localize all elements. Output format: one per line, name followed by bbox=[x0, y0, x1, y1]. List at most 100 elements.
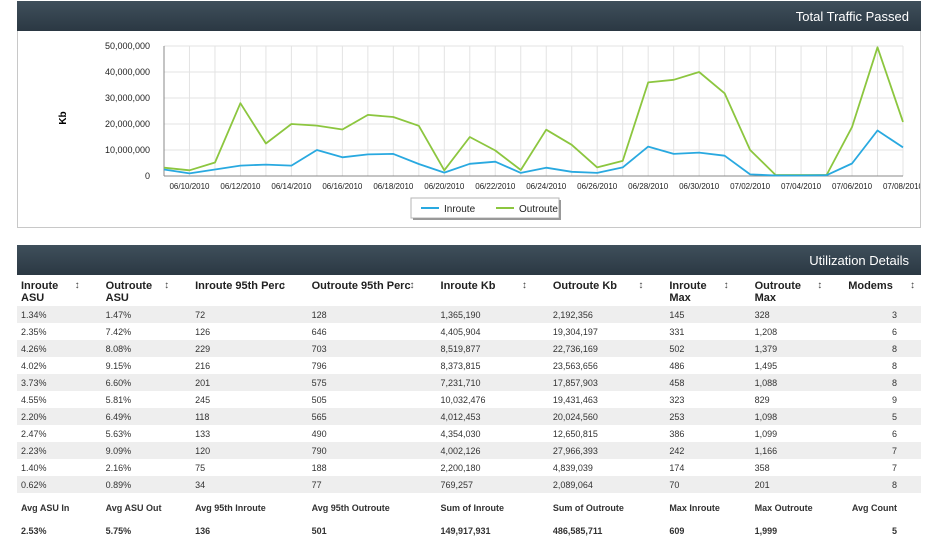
x-tick-label: 07/08/2010 bbox=[883, 182, 920, 191]
table-cell: 242 bbox=[649, 442, 735, 459]
table-row: 0.62% 0.89% 34 77 769,257 2,089,064 70 201 8 bbox=[17, 476, 921, 493]
table-cell: 575 bbox=[291, 374, 421, 391]
x-tick-label: 06/10/2010 bbox=[169, 182, 210, 191]
table-row: 2.23% 9.09% 120 790 4,002,126 27,966,393 242 1,… bbox=[17, 442, 921, 459]
sort-icon[interactable]: ↕ bbox=[521, 280, 527, 291]
table-cell: 4,012,453 bbox=[420, 408, 533, 425]
summary-value: 486,585,711 bbox=[532, 523, 650, 539]
y-axis-label: Kb bbox=[58, 111, 69, 124]
summary-label: Avg 95th Outroute bbox=[291, 493, 421, 523]
sort-icon[interactable]: ↕ bbox=[409, 280, 415, 291]
summary-value: 149,917,931 bbox=[420, 523, 533, 539]
column-header[interactable]: Modems ↕ bbox=[828, 276, 921, 306]
series-line-outroute bbox=[163, 46, 904, 176]
sort-icon[interactable]: ↕ bbox=[74, 280, 80, 291]
column-header[interactable]: Outroute Kb ↕ bbox=[533, 276, 649, 306]
table-cell: 8 bbox=[828, 476, 921, 493]
column-header[interactable]: Outroute Max ↕ bbox=[735, 276, 829, 306]
column-header-label: Outroute Kb bbox=[552, 280, 617, 292]
table-cell: 2,200,180 bbox=[440, 462, 481, 473]
column-header[interactable]: Inroute 95th Perc ↕ bbox=[175, 276, 291, 306]
table-cell: 6 bbox=[891, 428, 897, 439]
table-cell: 8,519,877 bbox=[420, 340, 533, 357]
table-cell: 253 bbox=[649, 408, 735, 425]
table-cell: 6.49% bbox=[85, 408, 176, 425]
table-cell: 2.20% bbox=[17, 408, 86, 425]
table-cell: 22,736,169 bbox=[532, 340, 650, 357]
legend-label: Outroute bbox=[519, 204, 558, 215]
table-row: 2.20% 6.49% 118 565 4,012,453 20,024,560 253 1,… bbox=[17, 408, 921, 425]
table-cell: 3.73% bbox=[17, 374, 86, 391]
table-cell: 9.15% bbox=[105, 360, 132, 371]
table-cell: 1.40% bbox=[21, 462, 47, 473]
column-header[interactable]: Inroute ASU ↕ bbox=[17, 276, 86, 306]
table-cell: 502 bbox=[649, 340, 735, 357]
table-cell: 133 bbox=[195, 428, 211, 439]
table-cell: 2,089,064 bbox=[532, 476, 650, 493]
table-cell: 126 bbox=[195, 326, 211, 337]
table-cell: 70 bbox=[649, 476, 735, 493]
traffic-line-chart: 0 10,000,000 20,000,000 30,000,000 40,000,00… bbox=[58, 41, 924, 220]
column-header[interactable]: Outroute ASU ↕ bbox=[86, 276, 175, 306]
table-cell: 7 bbox=[828, 442, 921, 459]
summary-value: 136 bbox=[175, 523, 292, 539]
table-cell: 8 bbox=[891, 360, 897, 371]
table-cell: 790 bbox=[291, 442, 421, 459]
table-cell: 201 bbox=[175, 374, 292, 391]
sort-icon[interactable]: ↕ bbox=[723, 280, 729, 291]
legend-shadow bbox=[413, 218, 561, 220]
sort-icon[interactable]: ↕ bbox=[164, 280, 170, 291]
summary-label: Max Inroute bbox=[649, 493, 735, 523]
summary-value: 2.53% bbox=[17, 523, 86, 539]
table-cell: 4.55% bbox=[21, 394, 47, 405]
table-cell: 23,563,656 bbox=[552, 360, 598, 371]
chart-legend: Inroute Outroute bbox=[410, 197, 561, 220]
table-cell: 2.47% bbox=[21, 428, 47, 439]
table-cell: 17,857,903 bbox=[532, 374, 650, 391]
y-tick-label: 20,000,000 bbox=[105, 119, 150, 129]
table-cell: 201 bbox=[734, 476, 829, 493]
table-cell: 458 bbox=[649, 374, 735, 391]
y-tick-label: 0 bbox=[145, 171, 150, 181]
table-cell: 1,495 bbox=[754, 360, 778, 371]
table-cell: 1,099 bbox=[754, 428, 778, 439]
table-cell: 490 bbox=[311, 428, 327, 439]
table-cell: 0.89% bbox=[85, 476, 176, 493]
column-header-label: Inroute ASU bbox=[21, 280, 59, 304]
table-row: 4.55% 5.81% 245 505 10,032,476 19,431,463 323 8… bbox=[17, 391, 921, 408]
column-header[interactable]: Inroute Max ↕ bbox=[649, 276, 734, 306]
table-cell: 386 bbox=[669, 428, 685, 439]
column-header[interactable]: Outroute 95th Perc ↕ bbox=[292, 276, 421, 306]
column-header-label: Modems bbox=[848, 280, 893, 292]
table-cell: 6 bbox=[891, 326, 897, 337]
table-cell: 7.42% bbox=[105, 326, 132, 337]
x-tick-label: 06/20/2010 bbox=[424, 182, 465, 191]
table-cell: 358 bbox=[754, 462, 770, 473]
x-tick-label: 06/22/2010 bbox=[475, 182, 516, 191]
table-cell: 4,839,039 bbox=[552, 462, 593, 473]
sort-icon[interactable]: ↕ bbox=[817, 280, 823, 291]
x-tick-label: 07/02/2010 bbox=[730, 182, 771, 191]
table-cell: 6.60% bbox=[85, 374, 176, 391]
utilization-panel-header: Utilization Details bbox=[17, 245, 921, 275]
sort-icon[interactable]: ↕ bbox=[280, 280, 286, 291]
table-cell: 4,405,904 bbox=[440, 326, 481, 337]
sort-icon[interactable]: ↕ bbox=[638, 280, 644, 291]
table-cell: 1,379 bbox=[734, 340, 829, 357]
table-cell: 5.63% bbox=[105, 428, 132, 439]
table-cell: 2.16% bbox=[105, 462, 132, 473]
table-cell: 128 bbox=[291, 306, 421, 323]
table-row: 4.26% 8.08% 229 703 8,519,877 22,736,169 502 1,… bbox=[17, 340, 921, 357]
table-cell: 7 bbox=[891, 462, 897, 473]
table-cell: 505 bbox=[311, 394, 327, 405]
y-tick-label: 10,000,000 bbox=[105, 145, 150, 155]
table-header-row: Inroute ASU ↕ Outroute ASU ↕ Inroute 95th Pe… bbox=[17, 276, 921, 306]
summary-value: 609 bbox=[649, 523, 735, 539]
table-cell: 4.02% bbox=[21, 360, 47, 371]
summary-label: Avg 95th Inroute bbox=[175, 493, 292, 523]
summary-label: Max Outroute bbox=[734, 493, 829, 523]
summary-label: Sum of Inroute bbox=[420, 493, 533, 523]
column-header[interactable]: Inroute Kb ↕ bbox=[421, 276, 533, 306]
sort-icon[interactable]: ↕ bbox=[910, 280, 915, 291]
table-cell: 4,354,030 bbox=[440, 428, 481, 439]
